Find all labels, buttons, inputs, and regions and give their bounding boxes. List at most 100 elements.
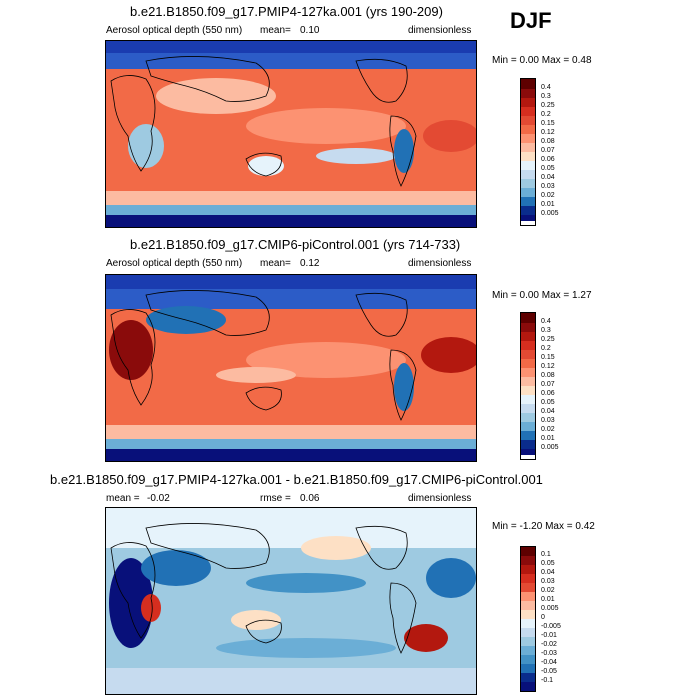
panel2-tick: 0.05 <box>541 399 555 406</box>
panel2-southern-blue-band <box>106 439 476 449</box>
panel1-colorbar-seg <box>521 215 535 221</box>
panel2-map-svg <box>106 275 476 461</box>
panel1-colorbar <box>520 78 536 226</box>
panel2-arctic-core <box>106 275 476 289</box>
panel2-map <box>105 274 477 462</box>
panel2-colorbar <box>520 312 536 460</box>
panel3-colorbar-seg <box>521 565 535 574</box>
panel2-tick: 0.06 <box>541 390 555 397</box>
panel3-tick: 0.01 <box>541 596 555 603</box>
panel1-colorbar-seg <box>521 152 535 161</box>
panel1-tick: 0.08 <box>541 138 555 145</box>
panel3-southern-ocean <box>216 638 396 658</box>
panel2-antarctic-band <box>106 449 476 461</box>
panel3-tick: -0.1 <box>541 677 554 684</box>
panel1-pacific-cool <box>316 148 396 164</box>
panel2-southern-light-band <box>106 425 476 439</box>
panel3-atlantic-deficit <box>426 558 476 598</box>
panel1-colorbar-seg <box>521 161 535 170</box>
panel2-colorbar-seg <box>521 449 535 455</box>
panel2-tick: 0.03 <box>541 417 555 424</box>
panel3-tick: 0.005 <box>541 605 559 612</box>
panel3-map <box>105 507 477 695</box>
panel3-colorbar-ticks: 0.1 0.05 0.04 0.03 0.02 0.01 0.005 0 -0.… <box>541 551 581 691</box>
panel2-colorbar-seg <box>521 422 535 431</box>
panel1-tick: 0.06 <box>541 156 555 163</box>
panel1-southern-blue-band <box>106 205 476 215</box>
panel3-africa-deficit <box>109 558 153 648</box>
panel3-tick: 0.1 <box>541 551 551 558</box>
panel2-units: dimensionless <box>408 258 472 269</box>
panel3-rmse-label: rmse = <box>260 493 291 504</box>
panel1-tick: 0.01 <box>541 201 555 208</box>
panel2-tick: 0.02 <box>541 426 555 433</box>
panel1-colorbar-ticks: 0.4 0.3 0.25 0.2 0.15 0.12 0.08 0.07 0.0… <box>541 84 581 224</box>
panel3-tick: -0.005 <box>541 623 561 630</box>
panel2-sahara-dust <box>109 320 153 380</box>
panel2-tick: 0.15 <box>541 354 555 361</box>
panel1-colorbar-seg <box>521 179 535 188</box>
season-label: DJF <box>510 8 552 33</box>
panel3-tick: -0.04 <box>541 659 557 666</box>
panel1-tick: 0.12 <box>541 129 555 136</box>
panel1-units: dimensionless <box>408 25 472 36</box>
panel1-colorbar-seg <box>521 197 535 206</box>
panel3-tick: -0.05 <box>541 668 557 675</box>
panel3-tick: 0.05 <box>541 560 555 567</box>
panel3-colorbar-seg <box>521 583 535 592</box>
panel1-colorbar-seg <box>521 98 535 107</box>
panel3-pacific-deficit <box>246 573 366 593</box>
panel2-tick: 0.01 <box>541 435 555 442</box>
panel3-patagonia-excess <box>404 624 448 652</box>
panel1-tick: 0.03 <box>541 183 555 190</box>
panel1-samerica-blue <box>394 129 414 173</box>
panel1-colorbar-seg <box>521 79 535 89</box>
panel3-rmse-value: 0.06 <box>300 493 320 504</box>
panel2-tick: 0.04 <box>541 408 555 415</box>
panel3-australia-light <box>231 610 281 630</box>
panel3-asia-deficit <box>141 550 211 586</box>
panel3-tick: 0.03 <box>541 578 555 585</box>
panel3-north-band <box>106 508 476 548</box>
panel3-mean-label: mean = <box>106 493 140 504</box>
panel2-colorbar-seg <box>521 341 535 350</box>
panel3-tick: -0.01 <box>541 632 557 639</box>
panel2-colorbar-seg <box>521 313 535 323</box>
panel1-variable: Aerosol optical depth (550 nm) <box>106 25 243 36</box>
panel1-africa-cool <box>128 124 164 168</box>
panel2-coastlines <box>110 290 417 421</box>
panel1-tick: 0.07 <box>541 147 555 154</box>
panel3-coastlines <box>110 523 417 654</box>
panel1-tick: 0.02 <box>541 192 555 199</box>
panel1-colorbar-seg <box>521 206 535 215</box>
panel1-mean-value: 0.10 <box>300 25 320 36</box>
panel3-colorbar-seg <box>521 682 535 691</box>
panel1-tick: 0.005 <box>541 210 559 217</box>
panel3-range: Min = -1.20 Max = 0.42 <box>492 521 595 532</box>
panel1-antarctic-band <box>106 215 476 227</box>
panel1-colorbar-seg <box>521 143 535 152</box>
panel1-arctic-core <box>106 41 476 53</box>
panel2-colorbar-seg <box>521 386 535 395</box>
panel2-colorbar-seg <box>521 395 535 404</box>
panel1-tick: 0.4 <box>541 84 551 91</box>
panel2-colorbar-seg <box>521 350 535 359</box>
panel3-tick: -0.02 <box>541 641 557 648</box>
panel2-title: b.e21.B1850.f09_g17.CMIP6-piControl.001 … <box>130 237 461 252</box>
panel2-indian-light <box>216 367 296 383</box>
panel1-atlantic-warm <box>423 120 476 152</box>
panel1-australia-light <box>248 156 284 176</box>
panel1-coastlines <box>110 56 417 187</box>
panel1-colorbar-seg <box>521 134 535 143</box>
panel2-tick: 0.4 <box>541 318 551 325</box>
panel1-tick: 0.15 <box>541 120 555 127</box>
panel3-tick: 0.04 <box>541 569 555 576</box>
panel3-colorbar-seg <box>521 646 535 655</box>
panel3-colorbar-seg <box>521 655 535 664</box>
panel1-tick: 0.05 <box>541 165 555 172</box>
panel3-tick: 0 <box>541 614 545 621</box>
panel3-colorbar-seg <box>521 556 535 565</box>
panel1-colorbar-seg <box>521 188 535 197</box>
panel1-tick: 0.25 <box>541 102 555 109</box>
panel1-colorbar-seg <box>521 170 535 179</box>
